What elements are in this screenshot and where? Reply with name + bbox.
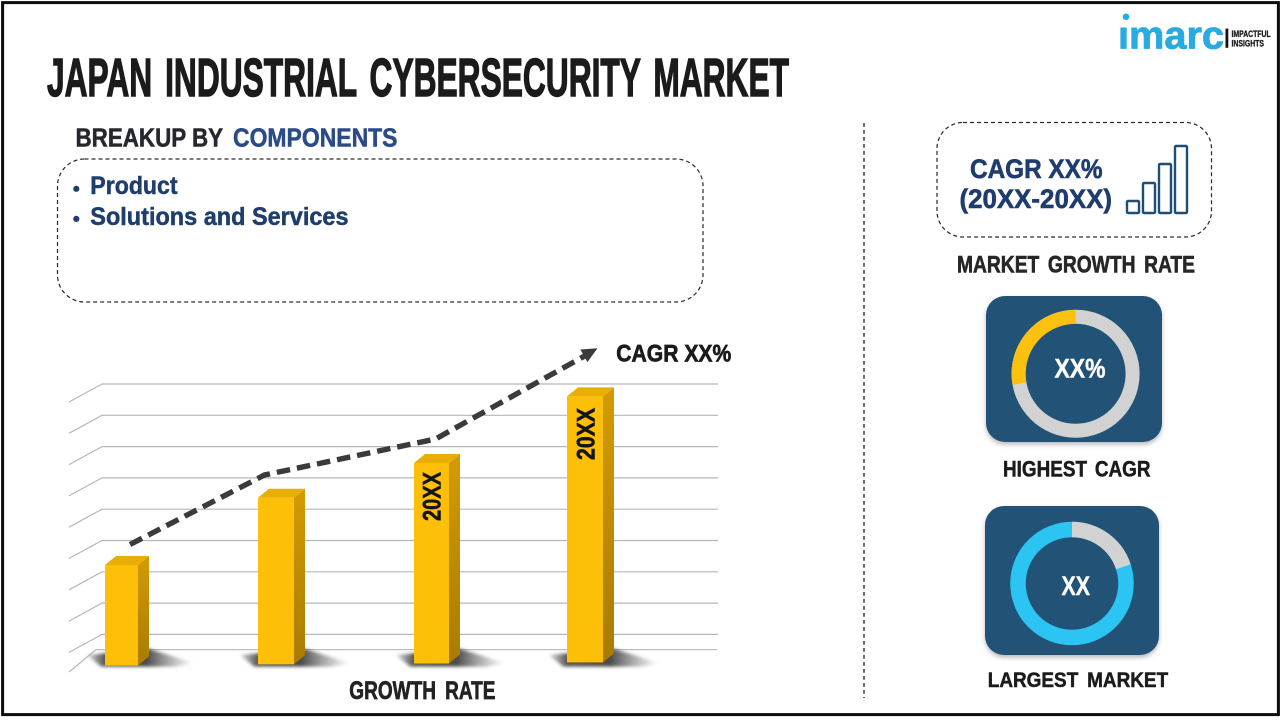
svg-text:20XX: 20XX: [419, 472, 447, 521]
svg-text:LARGEST MARKET: LARGEST MARKET: [988, 669, 1168, 692]
svg-text:Product: Product: [90, 172, 178, 200]
svg-text:XX: XX: [1062, 571, 1091, 601]
svg-text:Solutions and Services: Solutions and Services: [90, 203, 348, 231]
svg-text:GROWTH RATE: GROWTH RATE: [349, 677, 495, 705]
svg-text:HIGHEST CAGR: HIGHEST CAGR: [1003, 457, 1151, 482]
svg-text:ımarc: ımarc: [1118, 15, 1224, 58]
svg-text:CAGR XX%: CAGR XX%: [970, 154, 1103, 184]
svg-text:JAPAN INDUSTRIAL CYBERSECURITY: JAPAN INDUSTRIAL CYBERSECURITY MARKET: [47, 48, 789, 108]
svg-text:(20XX-20XX): (20XX-20XX): [960, 184, 1113, 214]
svg-text:MARKET GROWTH RATE: MARKET GROWTH RATE: [957, 253, 1195, 279]
svg-text:INSIGHTS: INSIGHTS: [1232, 39, 1265, 50]
svg-text:CAGR XX%: CAGR XX%: [616, 341, 731, 367]
svg-text:20XX: 20XX: [573, 408, 601, 460]
svg-text:IMPACTFUL: IMPACTFUL: [1232, 29, 1271, 40]
svg-text:XX%: XX%: [1055, 354, 1106, 384]
svg-text:COMPONENTS: COMPONENTS: [233, 125, 398, 153]
svg-text:BREAKUP BY: BREAKUP BY: [76, 125, 224, 153]
